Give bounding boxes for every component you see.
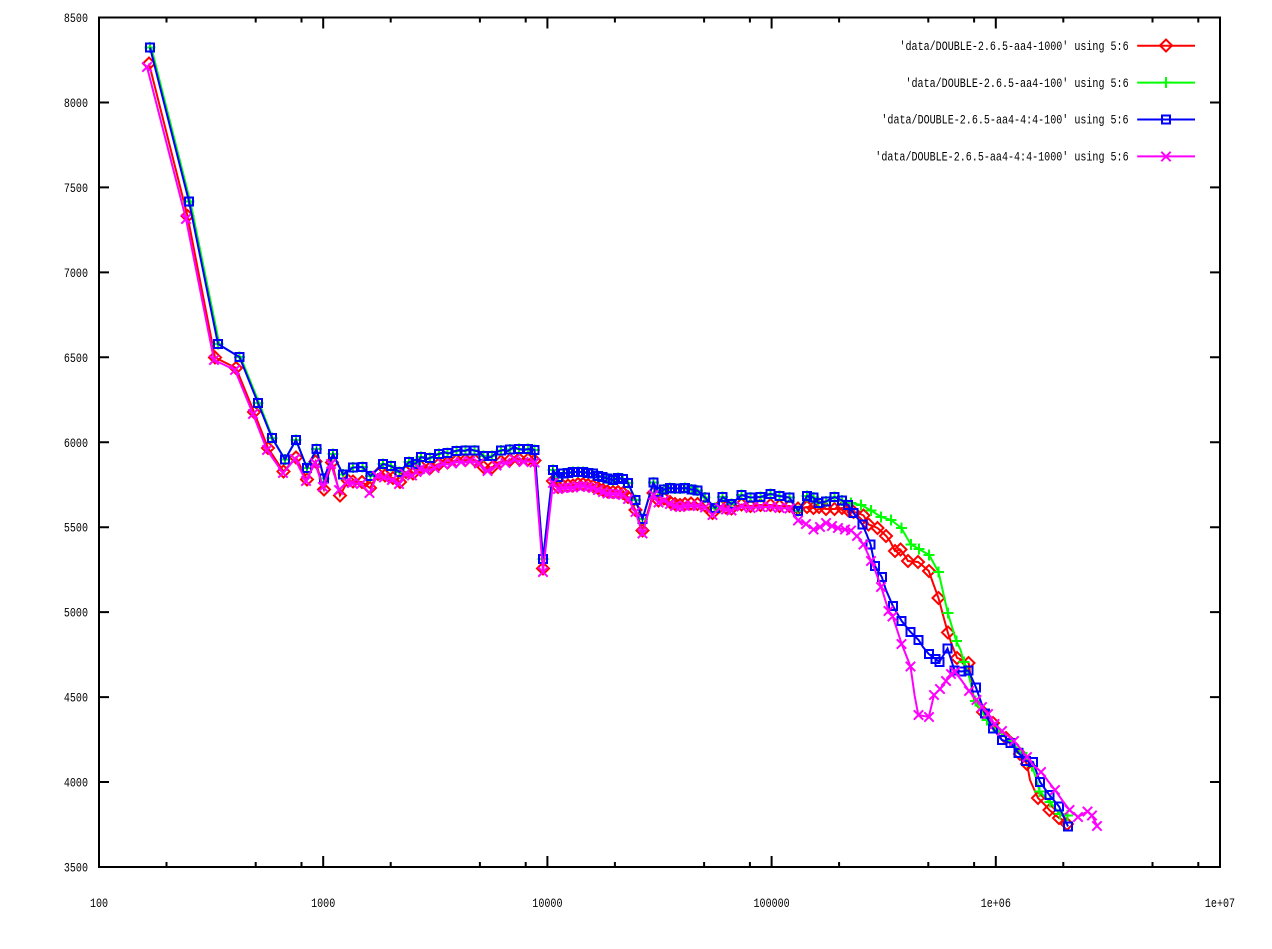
svg-text:'data/DOUBLE-2.6.5-aa4-4:4-100: 'data/DOUBLE-2.6.5-aa4-4:4-100' using 5:…	[881, 113, 1128, 128]
svg-text:5000: 5000	[64, 606, 88, 621]
svg-text:'data/DOUBLE-2.6.5-aa4-4:4-100: 'data/DOUBLE-2.6.5-aa4-4:4-1000' using 5…	[875, 150, 1128, 165]
svg-text:8500: 8500	[64, 11, 88, 26]
svg-text:7000: 7000	[64, 266, 88, 281]
svg-text:6000: 6000	[64, 436, 88, 451]
svg-text:7500: 7500	[64, 181, 88, 196]
svg-text:'data/DOUBLE-2.6.5-aa4-1000' u: 'data/DOUBLE-2.6.5-aa4-1000' using 5:6	[900, 39, 1129, 54]
svg-text:5500: 5500	[64, 521, 88, 536]
svg-text:4500: 4500	[64, 691, 88, 706]
svg-text:10000: 10000	[532, 896, 562, 911]
svg-text:1000: 1000	[311, 896, 335, 911]
svg-text:8000: 8000	[64, 96, 88, 111]
svg-text:100000: 100000	[754, 896, 790, 911]
svg-text:6500: 6500	[64, 351, 88, 366]
svg-text:'data/DOUBLE-2.6.5-aa4-100' us: 'data/DOUBLE-2.6.5-aa4-100' using 5:6	[906, 76, 1129, 91]
svg-text:4000: 4000	[64, 776, 88, 791]
svg-text:1e+06: 1e+06	[981, 896, 1011, 911]
svg-text:3500: 3500	[64, 861, 88, 876]
svg-text:100: 100	[90, 896, 108, 911]
svg-text:1e+07: 1e+07	[1205, 896, 1235, 911]
